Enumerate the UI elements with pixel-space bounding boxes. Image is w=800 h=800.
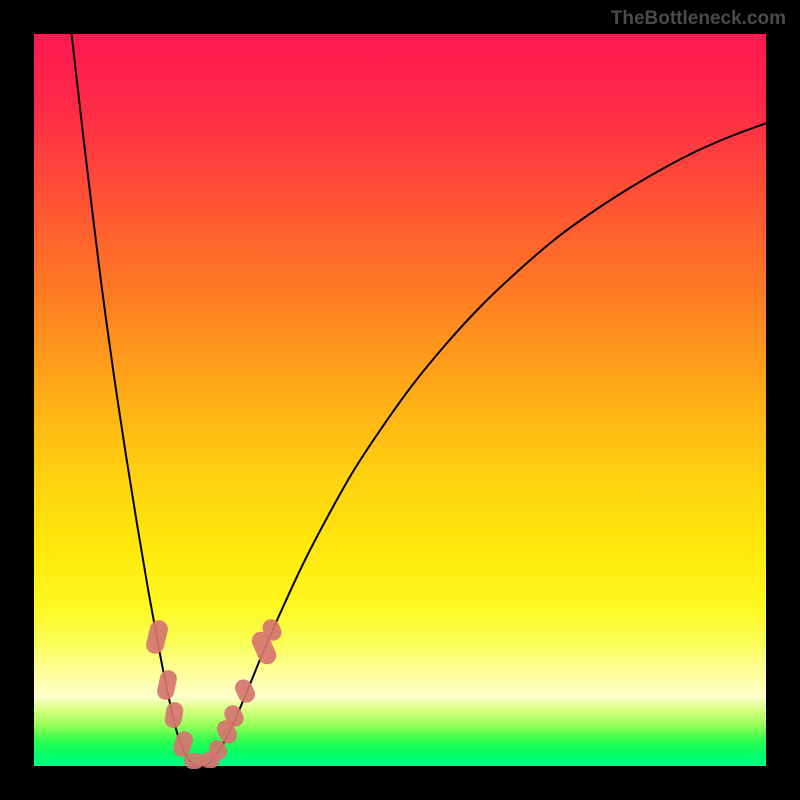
plot-area [34,34,766,766]
watermark-text: TheBottleneck.com [611,8,786,30]
curve-right-branch [201,123,766,766]
bottleneck-curve [34,34,766,766]
curve-left-branch [71,34,201,766]
